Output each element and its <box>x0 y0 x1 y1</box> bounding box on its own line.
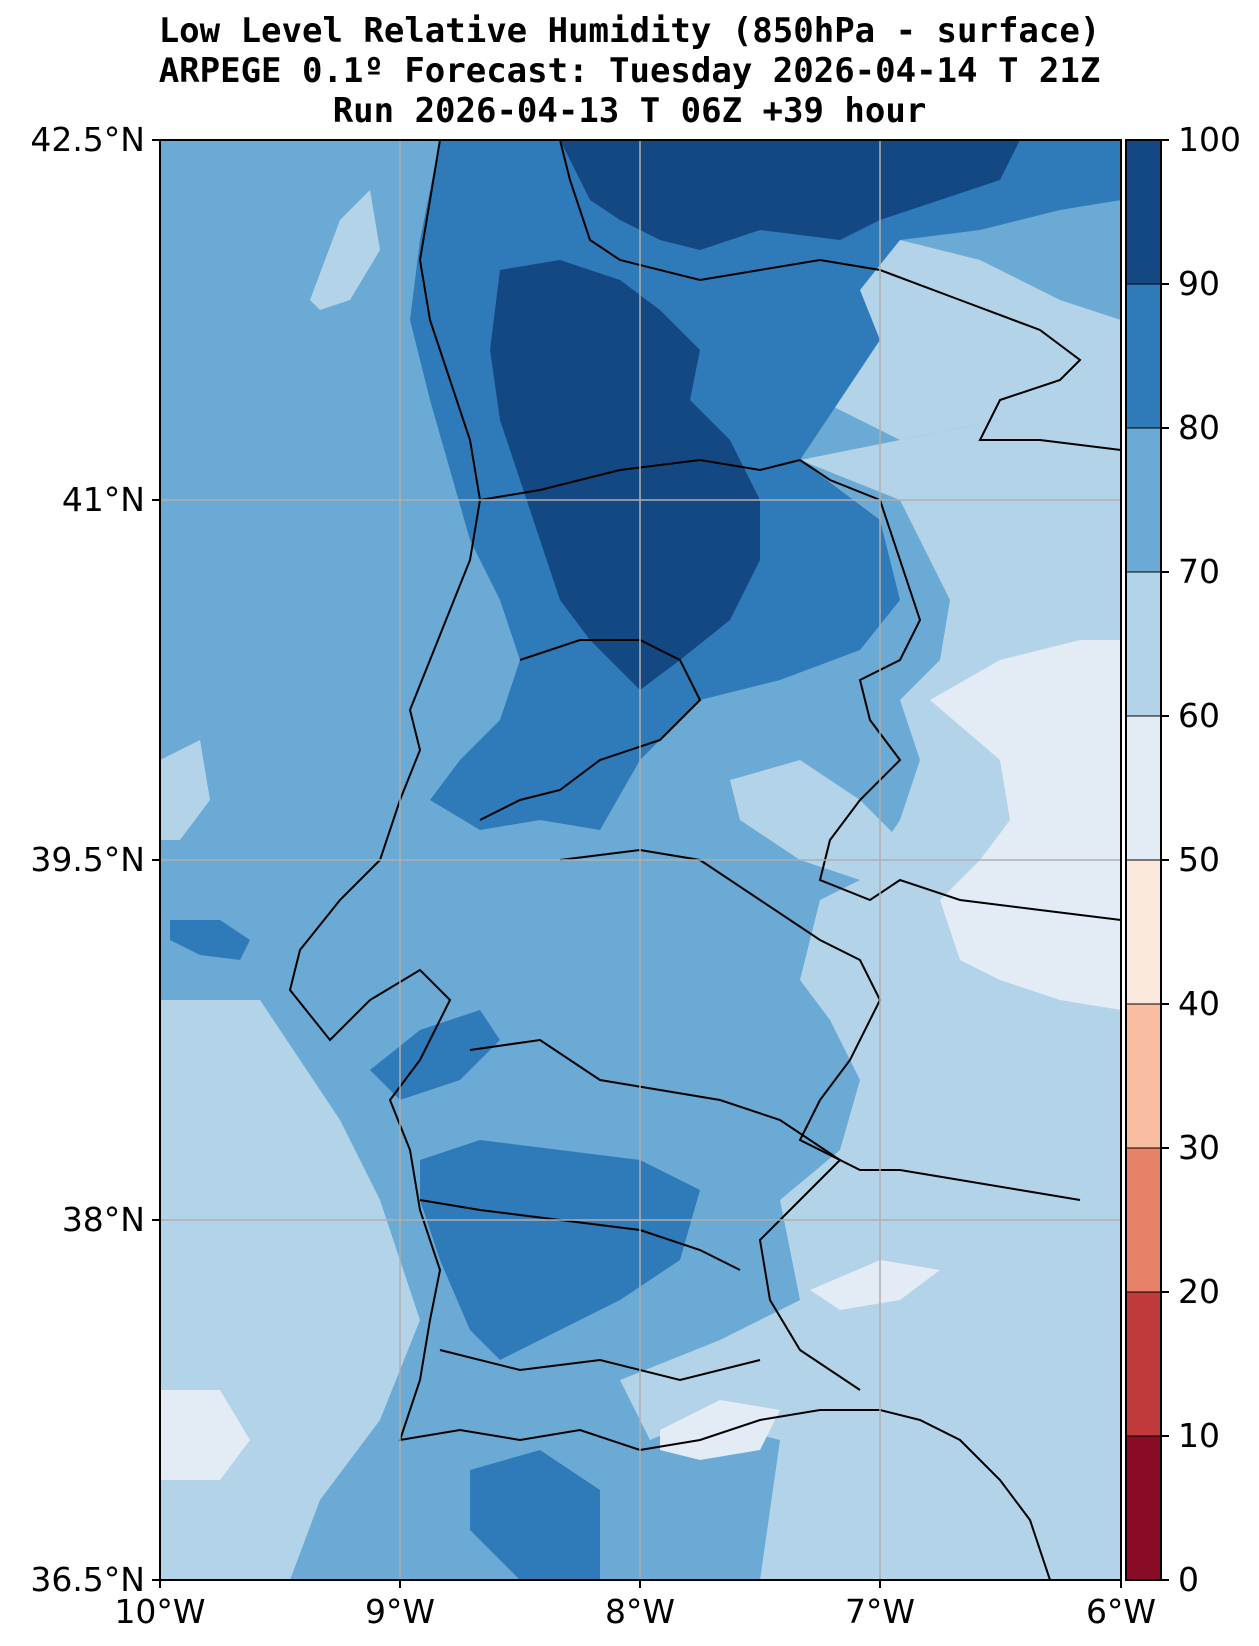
title-line-3: Run 2026-04-13 T 06Z +39 hour <box>332 91 927 131</box>
contour-50-60-algarve <box>660 1400 780 1460</box>
contour-60-70-northeast <box>790 240 1121 440</box>
colorbar-segment-90-100 <box>1126 140 1161 284</box>
colorbar-tick-50: 50 <box>1178 840 1220 879</box>
colorbar-tick-20: 20 <box>1178 1272 1220 1311</box>
eastern-border <box>799 459 1121 921</box>
colorbar-tick-60: 60 <box>1178 696 1220 735</box>
colorbar-tick-70: 70 <box>1178 552 1220 591</box>
lat-tick-38: 38°N <box>61 1200 145 1239</box>
contour-80-90-lisbon <box>370 1010 500 1100</box>
colorbar-tick-90: 90 <box>1178 264 1220 303</box>
lat-tick-41: 41°N <box>61 480 145 519</box>
colorbar-tick-30: 30 <box>1178 1128 1220 1167</box>
lat-tick-42-5: 42.5°N <box>30 120 145 159</box>
contour-90-100-center <box>490 260 760 690</box>
colorbar-tick-80: 80 <box>1178 408 1220 447</box>
contour-80-90-south-ocean <box>470 1450 600 1580</box>
lon-tick-8w: 8°W <box>604 1592 676 1631</box>
region-border-north <box>479 458 801 501</box>
colorbar-tick-100: 100 <box>1178 120 1241 159</box>
colorbar-tick-10: 10 <box>1178 1416 1220 1455</box>
lon-tick-7w: 7°W <box>844 1592 916 1631</box>
colorbar-segment-0-10 <box>1126 1436 1161 1580</box>
colorbar-segment-40-50 <box>1126 860 1161 1004</box>
contour-80-90-west-patch <box>170 920 250 960</box>
colorbar-segment-10-20 <box>1126 1292 1161 1436</box>
colorbar <box>1125 139 1169 1581</box>
gridlines <box>160 140 1121 1580</box>
colorbar-segment-60-70 <box>1126 572 1161 716</box>
contour-60-70-west-ocean <box>160 740 210 840</box>
coastlines-and-borders <box>288 140 1121 1580</box>
contour-60-70-north-ocean <box>310 190 380 310</box>
colorbar-tick-0: 0 <box>1178 1560 1199 1599</box>
region-border-alentejo <box>469 1038 861 1391</box>
contour-50-60-southeast <box>810 1260 940 1310</box>
region-border-algarve <box>439 1349 761 1382</box>
colorbar-segment-80-90 <box>1126 284 1161 428</box>
title-line-2: ARPEGE 0.1º Forecast: Tuesday 2026-04-14… <box>158 51 1101 91</box>
lat-tick-39-5: 39.5°N <box>30 840 145 879</box>
region-border-south <box>419 1199 741 1271</box>
colorbar-segment-30-40 <box>1126 1004 1161 1148</box>
axis-tick-marks <box>152 139 1122 1588</box>
contour-50-60-southwest <box>160 1390 250 1480</box>
colorbar-segment-20-30 <box>1126 1148 1161 1292</box>
contour-60-70-center-east <box>730 760 900 880</box>
lat-tick-36-5: 36.5°N <box>30 1560 145 1599</box>
contour-50-60-east <box>930 640 1121 1010</box>
region-border-center <box>479 639 702 821</box>
colorbar-tick-40: 40 <box>1178 984 1220 1023</box>
region-border-south-east <box>559 848 1081 1201</box>
colorbar-segment-70-80 <box>1126 428 1161 572</box>
lon-tick-6w: 6°W <box>1085 1592 1157 1631</box>
lon-tick-10w: 10°W <box>114 1592 206 1631</box>
colorbar-segment-50-60 <box>1126 716 1161 860</box>
title-line-1: Low Level Relative Humidity (850hPa - su… <box>158 11 1101 51</box>
colorbar-frame <box>1125 139 1162 1581</box>
contour-80-90-alentejo <box>420 1140 700 1360</box>
lon-tick-9w: 9°W <box>364 1592 436 1631</box>
northern-border <box>559 140 1121 451</box>
portugal-coastline <box>288 140 1051 1580</box>
contour-90-100-north <box>560 140 1020 250</box>
